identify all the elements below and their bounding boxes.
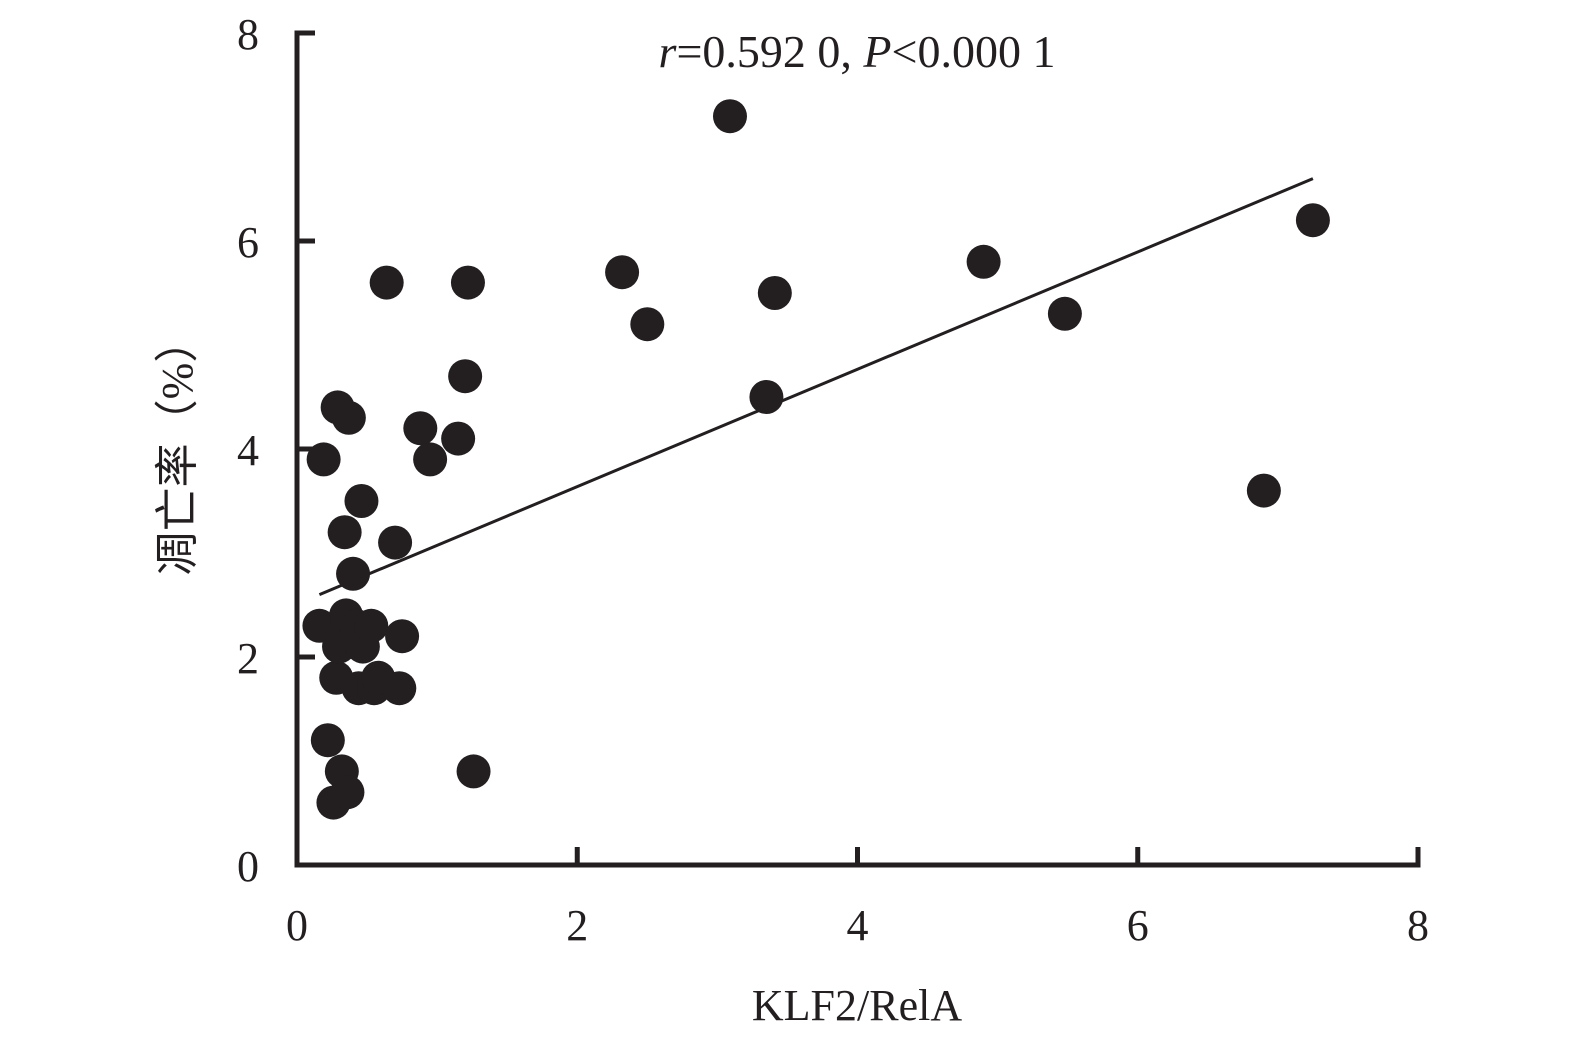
correlation-annotation: r=0.592 0, P<0.000 1 xyxy=(659,26,1056,77)
scatter-point xyxy=(354,608,389,643)
scatter-point xyxy=(413,442,448,477)
y-tick-label: 0 xyxy=(237,842,259,891)
scatter-point xyxy=(331,400,366,435)
scatter-point xyxy=(344,484,379,518)
p-value: <0.000 1 xyxy=(892,26,1056,77)
y-tick-label: 8 xyxy=(237,10,259,59)
r-symbol: r xyxy=(659,26,678,77)
scatter-point xyxy=(310,723,345,758)
r-value: =0.592 0, xyxy=(676,26,863,77)
y-tick-label: 4 xyxy=(237,426,259,475)
scatter-point xyxy=(1295,203,1330,238)
scatter-point xyxy=(966,244,1001,279)
x-tick-label: 6 xyxy=(1127,901,1149,950)
scatter-point xyxy=(327,515,362,550)
scatter-point xyxy=(630,307,665,342)
scatter-point xyxy=(749,380,784,414)
x-tick-label: 8 xyxy=(1407,901,1429,950)
x-ticks: 0 2 4 6 8 xyxy=(286,847,1429,950)
scatter-point xyxy=(448,359,483,394)
x-tick-label: 4 xyxy=(847,901,869,950)
scatter-point xyxy=(1246,473,1281,508)
scatter-point xyxy=(378,525,413,560)
scatter-point xyxy=(1047,296,1082,331)
trendline-group xyxy=(318,177,1314,596)
scatter-point xyxy=(330,775,365,810)
x-axis-title: KLF2/RelA xyxy=(752,981,962,1030)
y-tick-label: 6 xyxy=(237,218,259,267)
scatter-point xyxy=(712,99,747,134)
scatter-point xyxy=(441,421,476,456)
x-tick-label: 0 xyxy=(286,901,308,950)
scatter-point xyxy=(336,556,371,591)
x-tick-label: 2 xyxy=(566,901,588,950)
scatter-point xyxy=(456,754,491,789)
points-group xyxy=(302,99,1330,820)
y-axis-title: 凋亡率（%） xyxy=(153,319,202,576)
scatter-point xyxy=(385,619,420,654)
scatter-point xyxy=(382,671,417,706)
y-ticks: 0 2 4 6 8 xyxy=(237,10,315,891)
scatter-point xyxy=(306,442,341,477)
axes: 0 2 4 6 8 0 2 4 6 8 xyxy=(237,10,1429,950)
scatter-point xyxy=(403,411,438,446)
p-symbol: P xyxy=(862,26,891,77)
scatter-point xyxy=(369,265,404,300)
scatter-point xyxy=(450,265,485,300)
y-tick-label: 2 xyxy=(237,634,259,683)
scatter-point xyxy=(605,255,640,290)
trendline xyxy=(318,177,1314,596)
scatter-point xyxy=(757,276,792,310)
